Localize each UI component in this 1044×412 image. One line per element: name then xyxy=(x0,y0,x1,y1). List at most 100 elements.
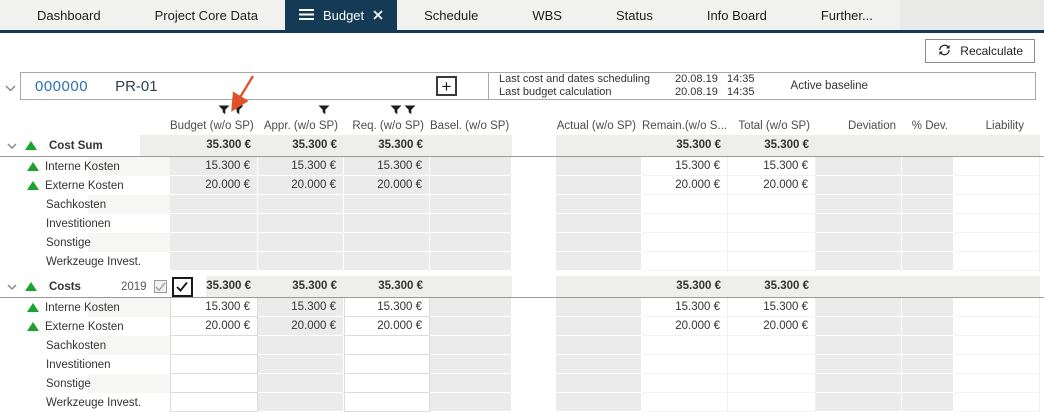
readonly-cell-actual xyxy=(556,298,642,317)
readonly-cell-req: 15.300 € xyxy=(344,157,430,176)
tab-info-board[interactable]: Info Board xyxy=(680,0,794,30)
close-icon[interactable] xyxy=(373,8,383,23)
readonly-cell-appr xyxy=(258,336,344,355)
group-label: Cost Sum xyxy=(49,139,103,152)
value-cell-total xyxy=(728,374,816,393)
project-expander-chevron-icon[interactable] xyxy=(5,81,16,95)
tab-status[interactable]: Status xyxy=(589,0,680,30)
editable-cell-req[interactable]: 20.000 € xyxy=(344,317,430,336)
row-label-text: Werkzeuge Invest. xyxy=(46,255,142,268)
readonly-cell-basel xyxy=(430,393,512,412)
readonly-cell-basel xyxy=(430,233,512,252)
editable-cell-budget[interactable] xyxy=(170,393,258,412)
readonly-cell-basel xyxy=(430,336,512,355)
row-label-text: Interne Kosten xyxy=(45,160,120,173)
readonly-cell-actual xyxy=(556,355,642,374)
readonly-cell-pdev xyxy=(902,336,954,355)
readonly-cell-budget xyxy=(170,214,258,233)
group-cell-basel xyxy=(430,135,512,156)
row-label-text: Sonstige xyxy=(46,377,91,390)
editable-cell-budget[interactable]: 20.000 € xyxy=(170,317,258,336)
value-cell-remain xyxy=(642,336,728,355)
filters-deviation xyxy=(816,105,902,118)
tab-bar-filler xyxy=(899,0,1044,30)
editable-cell-req[interactable]: 15.300 € xyxy=(344,298,430,317)
readonly-cell-deviation xyxy=(816,214,902,233)
tab-label: Further... xyxy=(820,7,873,23)
filters-appr xyxy=(258,105,344,118)
row-spacer xyxy=(512,176,556,195)
recalculate-button[interactable]: Recalculate xyxy=(925,39,1035,63)
table-row: Sonstige xyxy=(0,233,1044,252)
row-spacer xyxy=(512,336,556,355)
table-row: Investitionen xyxy=(0,214,1044,233)
column-filter-row xyxy=(0,105,1044,118)
table-row: Sachkosten xyxy=(0,195,1044,214)
group-cell-budget: 35.300 € xyxy=(140,135,258,156)
filter-icon[interactable] xyxy=(390,104,402,118)
value-cell-total xyxy=(728,393,816,412)
group-row-costs: Costs 2019 35.300 €35.300 €35.300 €35.300 … xyxy=(0,276,1044,298)
tab-label: WBS xyxy=(532,7,562,23)
value-cell-total xyxy=(728,195,816,214)
row-label-interne-kosten: Interne Kosten xyxy=(0,298,170,317)
row-label-text: Sonstige xyxy=(46,236,91,249)
editable-cell-req[interactable] xyxy=(344,393,430,412)
column-header-total: Total (w/o SP) xyxy=(738,120,810,132)
group-row-label: Costs 2019 xyxy=(0,276,206,297)
readonly-cell-budget: 15.300 € xyxy=(170,157,258,176)
tab-budget[interactable]: Budget xyxy=(284,0,398,30)
readonly-cell-actual xyxy=(556,195,642,214)
group-cell-actual xyxy=(556,276,642,297)
editable-cell-budget[interactable]: 15.300 € xyxy=(170,298,258,317)
row-spacer xyxy=(512,233,556,252)
row-spacer xyxy=(512,393,556,412)
row-spacer xyxy=(512,317,556,336)
row-label-text: Sachkosten xyxy=(46,339,107,352)
readonly-cell-appr: 20.000 € xyxy=(258,176,344,195)
group-expander-chevron-icon[interactable] xyxy=(7,283,17,290)
readonly-cell-deviation xyxy=(816,252,902,271)
row-label-text: Werkzeuge Invest. xyxy=(46,396,142,409)
readonly-cell-appr xyxy=(258,393,344,412)
year-checkbox-disabled[interactable] xyxy=(153,280,167,293)
readonly-cell-budget: 20.000 € xyxy=(170,176,258,195)
row-label-text: Interne Kosten xyxy=(45,301,120,314)
editable-cell-budget[interactable] xyxy=(170,336,258,355)
group-band-spacer xyxy=(512,276,556,297)
row-spacer xyxy=(512,157,556,176)
group-expander-chevron-icon[interactable] xyxy=(7,142,17,149)
value-cell-remain xyxy=(642,355,728,374)
filter-icon[interactable] xyxy=(318,104,330,118)
tab-further[interactable]: Further... xyxy=(794,0,900,30)
readonly-cell-budget xyxy=(170,252,258,271)
filter-icon[interactable] xyxy=(218,104,230,118)
trend-up-icon xyxy=(27,181,39,190)
readonly-cell-basel xyxy=(430,374,512,393)
value-cell-total xyxy=(728,214,816,233)
tab-schedule[interactable]: Schedule xyxy=(397,0,505,30)
filters-remain xyxy=(642,105,728,118)
tab-dashboard[interactable]: Dashboard xyxy=(10,0,128,30)
add-button[interactable]: + xyxy=(436,76,457,96)
editable-cell-req[interactable] xyxy=(344,336,430,355)
project-code: PR-01 xyxy=(115,77,158,95)
readonly-cell-actual xyxy=(556,317,642,336)
editable-cell-budget[interactable] xyxy=(170,374,258,393)
readonly-cell-pdev xyxy=(902,176,954,195)
editable-cell-req[interactable] xyxy=(344,355,430,374)
row-label-sonstige: Sonstige xyxy=(0,374,170,393)
filter-icon[interactable] xyxy=(404,104,416,118)
value-cell-remain: 15.300 € xyxy=(642,157,728,176)
filters-basel xyxy=(430,105,512,118)
menu-icon[interactable] xyxy=(298,8,314,23)
filters-actual xyxy=(556,105,642,118)
year-checkbox[interactable] xyxy=(171,276,193,297)
tab-project-core-data[interactable]: Project Core Data xyxy=(128,0,285,30)
tab-wbs[interactable]: WBS xyxy=(505,0,589,30)
readonly-cell-deviation xyxy=(816,336,902,355)
group-cell-req: 35.300 € xyxy=(344,135,430,156)
recalculate-label: Recalculate xyxy=(960,44,1023,58)
editable-cell-budget[interactable] xyxy=(170,355,258,374)
editable-cell-req[interactable] xyxy=(344,374,430,393)
